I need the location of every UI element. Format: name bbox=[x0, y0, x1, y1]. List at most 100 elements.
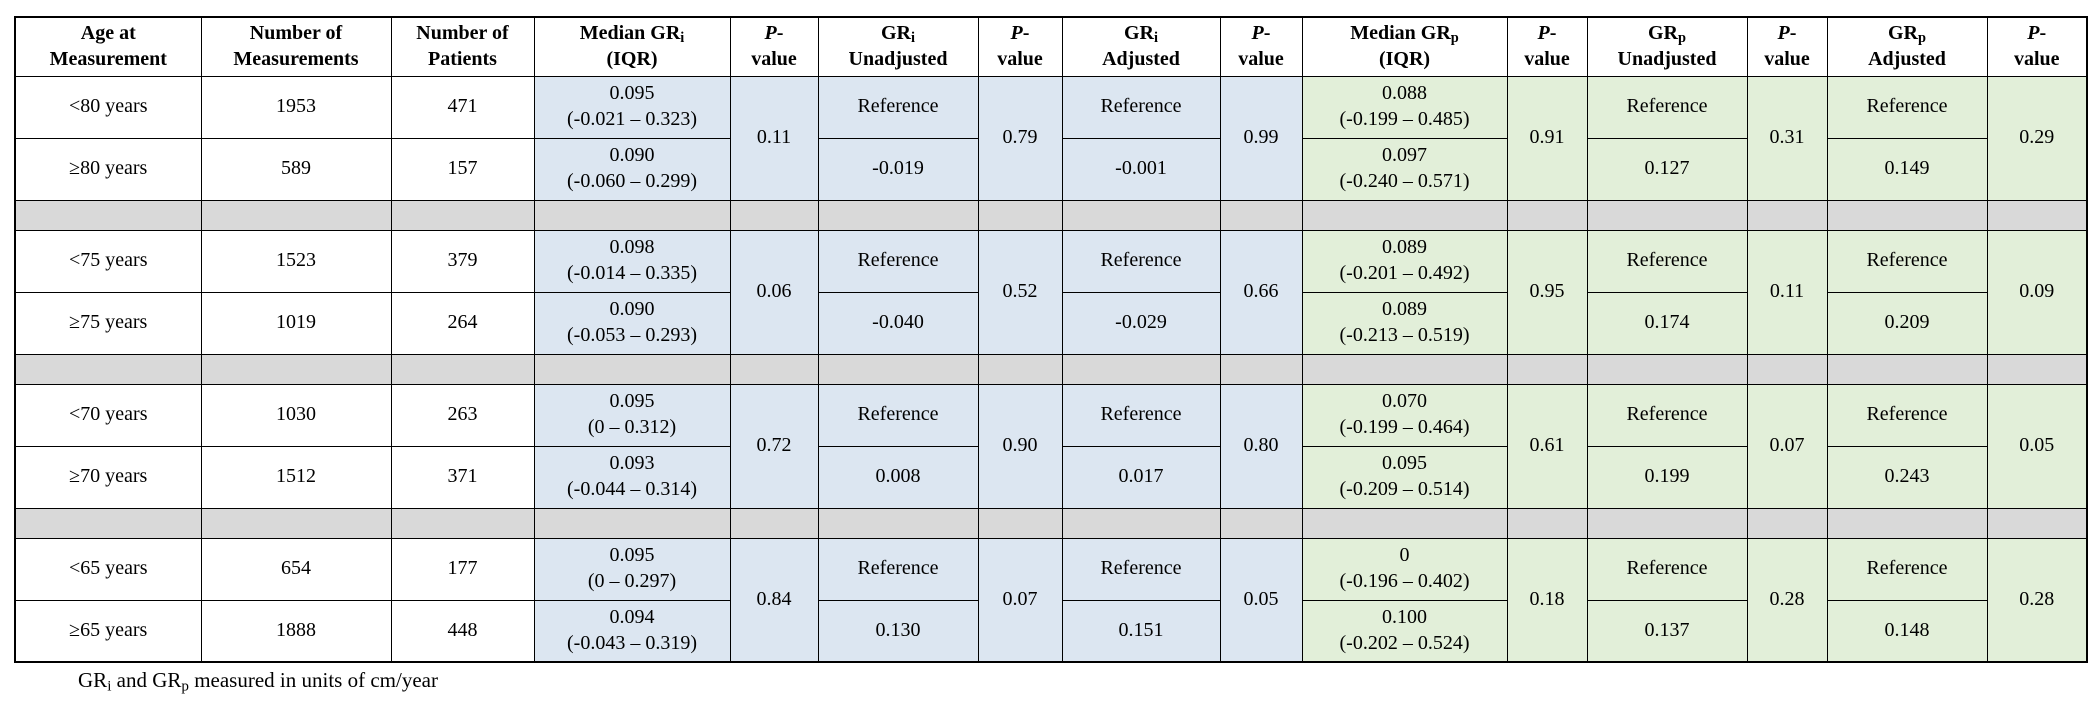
cell-n-measurements: 654 bbox=[200, 537, 392, 601]
header-line: Measurements bbox=[233, 47, 359, 70]
cell-n-measurements: 1030 bbox=[200, 383, 392, 447]
separator-cell bbox=[729, 507, 819, 539]
cell-grp-unadjusted: Reference bbox=[1586, 537, 1748, 601]
table-row: ≥75 years 1019 264 0.090 (-0.053 – 0.293… bbox=[14, 291, 2087, 355]
cell-n-patients: 448 bbox=[390, 599, 535, 663]
header-line: P- bbox=[1777, 22, 1797, 45]
table-row: <80 years 1953 471 0.095 (-0.021 – 0.323… bbox=[14, 75, 2088, 201]
cell-p-value: 0.72 bbox=[729, 383, 819, 509]
cell-age: <70 years bbox=[14, 383, 202, 447]
header-line: Unadjusted bbox=[1617, 47, 1717, 70]
separator-cell bbox=[14, 199, 202, 231]
cell-grp-unadjusted: 0.127 bbox=[1586, 137, 1748, 201]
cell-p-value: 0.07 bbox=[977, 537, 1063, 663]
cell-gri-adjusted: Reference bbox=[1061, 75, 1221, 139]
cell-gri-median: 0.095 (0 – 0.297) bbox=[533, 537, 731, 601]
cell-p-value: 0.11 bbox=[1746, 229, 1828, 355]
cell-grp-adjusted: Reference bbox=[1826, 229, 1988, 293]
cell-grp-median: 0.089 (-0.213 – 0.519) bbox=[1301, 291, 1508, 355]
header-line: value bbox=[1764, 47, 1810, 70]
cell-grp-median: 0 (-0.196 – 0.402) bbox=[1301, 537, 1508, 601]
separator-cell bbox=[200, 507, 392, 539]
cell-p-value: 0.99 bbox=[1219, 75, 1303, 201]
cell-grp-adjusted: 0.209 bbox=[1826, 291, 1988, 355]
cell-grp-median: 0.097 (-0.240 – 0.571) bbox=[1301, 137, 1508, 201]
col-header-gri-unadjusted: GRi Unadjusted bbox=[817, 16, 979, 77]
header-line: (IQR) bbox=[606, 47, 658, 70]
cell-p-value: 0.28 bbox=[1746, 537, 1828, 663]
separator-cell bbox=[390, 199, 535, 231]
iqr-range: (-0.209 – 0.514) bbox=[1339, 478, 1470, 500]
cell-gri-unadjusted: -0.019 bbox=[817, 137, 979, 201]
cell-p-value: 0.84 bbox=[729, 537, 819, 663]
cell-grp-median: 0.089 (-0.201 – 0.492) bbox=[1301, 229, 1508, 293]
table-row: <75 years 1523 379 0.098 (-0.014 – 0.335… bbox=[14, 229, 2088, 355]
header-line: value bbox=[2013, 47, 2060, 70]
cell-age: ≥75 years bbox=[14, 291, 202, 355]
col-header-p-value: P- value bbox=[1986, 16, 2088, 77]
cell-p-value: 0.29 bbox=[1986, 75, 2088, 201]
separator-cell bbox=[533, 507, 731, 539]
col-header-n-measurements: Number of Measurements bbox=[200, 16, 392, 77]
cell-p-value: 0.95 bbox=[1506, 229, 1588, 355]
header-line: Median GRi bbox=[579, 22, 685, 47]
separator-cell bbox=[1746, 507, 1828, 539]
cell-gri-adjusted: 0.017 bbox=[1061, 445, 1221, 509]
median-value: 0.090 bbox=[609, 298, 655, 321]
results-table-container: Age at Measurement Number of Measurement… bbox=[14, 16, 2088, 663]
cell-p-value: 0.09 bbox=[1986, 229, 2088, 355]
cell-age: ≥70 years bbox=[14, 445, 202, 509]
header-line: P- bbox=[764, 22, 784, 45]
cell-p-value: 0.07 bbox=[1746, 383, 1828, 509]
iqr-range: (-0.213 – 0.519) bbox=[1339, 324, 1470, 346]
separator-cell bbox=[1061, 199, 1221, 231]
cell-gri-unadjusted: -0.040 bbox=[817, 291, 979, 355]
median-value: 0.095 bbox=[1382, 452, 1427, 475]
cell-n-measurements: 589 bbox=[200, 137, 392, 201]
header-line: P- bbox=[1537, 22, 1557, 45]
separator-row bbox=[14, 353, 2088, 385]
col-header-p-value: P- value bbox=[1746, 16, 1828, 77]
separator-cell bbox=[1986, 507, 2088, 539]
separator-cell bbox=[14, 507, 202, 539]
cell-n-patients: 263 bbox=[390, 383, 535, 447]
col-header-grp-adjusted: GRp Adjusted bbox=[1826, 16, 1988, 77]
separator-cell bbox=[1219, 199, 1303, 231]
header-line: GRp bbox=[1887, 22, 1926, 47]
col-header-gri-adjusted: GRi Adjusted bbox=[1061, 16, 1221, 77]
cell-gri-unadjusted: Reference bbox=[817, 75, 979, 139]
header-line: value bbox=[751, 47, 797, 70]
cell-gri-adjusted: Reference bbox=[1061, 383, 1221, 447]
cell-gri-median: 0.098 (-0.014 – 0.335) bbox=[533, 229, 731, 293]
cell-n-measurements: 1953 bbox=[200, 75, 392, 139]
cell-grp-adjusted: Reference bbox=[1826, 75, 1988, 139]
cell-gri-median: 0.095 (-0.021 – 0.323) bbox=[533, 75, 731, 139]
cell-n-patients: 379 bbox=[390, 229, 535, 293]
iqr-range: (-0.240 – 0.571) bbox=[1339, 170, 1470, 192]
separator-cell bbox=[1506, 507, 1588, 539]
separator-cell bbox=[1746, 353, 1828, 385]
iqr-range: (0 – 0.312) bbox=[587, 416, 677, 438]
median-value: 0 bbox=[1399, 544, 1410, 567]
separator-cell bbox=[729, 353, 819, 385]
cell-p-value: 0.28 bbox=[1986, 537, 2088, 663]
col-header-n-patients: Number of Patients bbox=[390, 16, 535, 77]
cell-grp-adjusted: 0.149 bbox=[1826, 137, 1988, 201]
cell-gri-unadjusted: 0.008 bbox=[817, 445, 979, 509]
cell-age: ≥65 years bbox=[14, 599, 202, 663]
separator-cell bbox=[1301, 199, 1508, 231]
cell-p-value: 0.61 bbox=[1506, 383, 1588, 509]
separator-cell bbox=[390, 507, 535, 539]
table-row: ≥70 years 1512 371 0.093 (-0.044 – 0.314… bbox=[14, 445, 2087, 509]
separator-cell bbox=[200, 199, 392, 231]
table-row: ≥80 years 589 157 0.090 (-0.060 – 0.299)… bbox=[14, 137, 2087, 201]
separator-cell bbox=[977, 353, 1063, 385]
separator-cell bbox=[817, 353, 979, 385]
header-line: GRi bbox=[881, 22, 915, 47]
cell-n-patients: 471 bbox=[390, 75, 535, 139]
separator-cell bbox=[1061, 353, 1221, 385]
header-line: Median GRp bbox=[1350, 22, 1459, 47]
cell-grp-adjusted: 0.243 bbox=[1826, 445, 1988, 509]
cell-grp-median: 0.100 (-0.202 – 0.524) bbox=[1301, 599, 1508, 663]
cell-p-value: 0.31 bbox=[1746, 75, 1828, 201]
